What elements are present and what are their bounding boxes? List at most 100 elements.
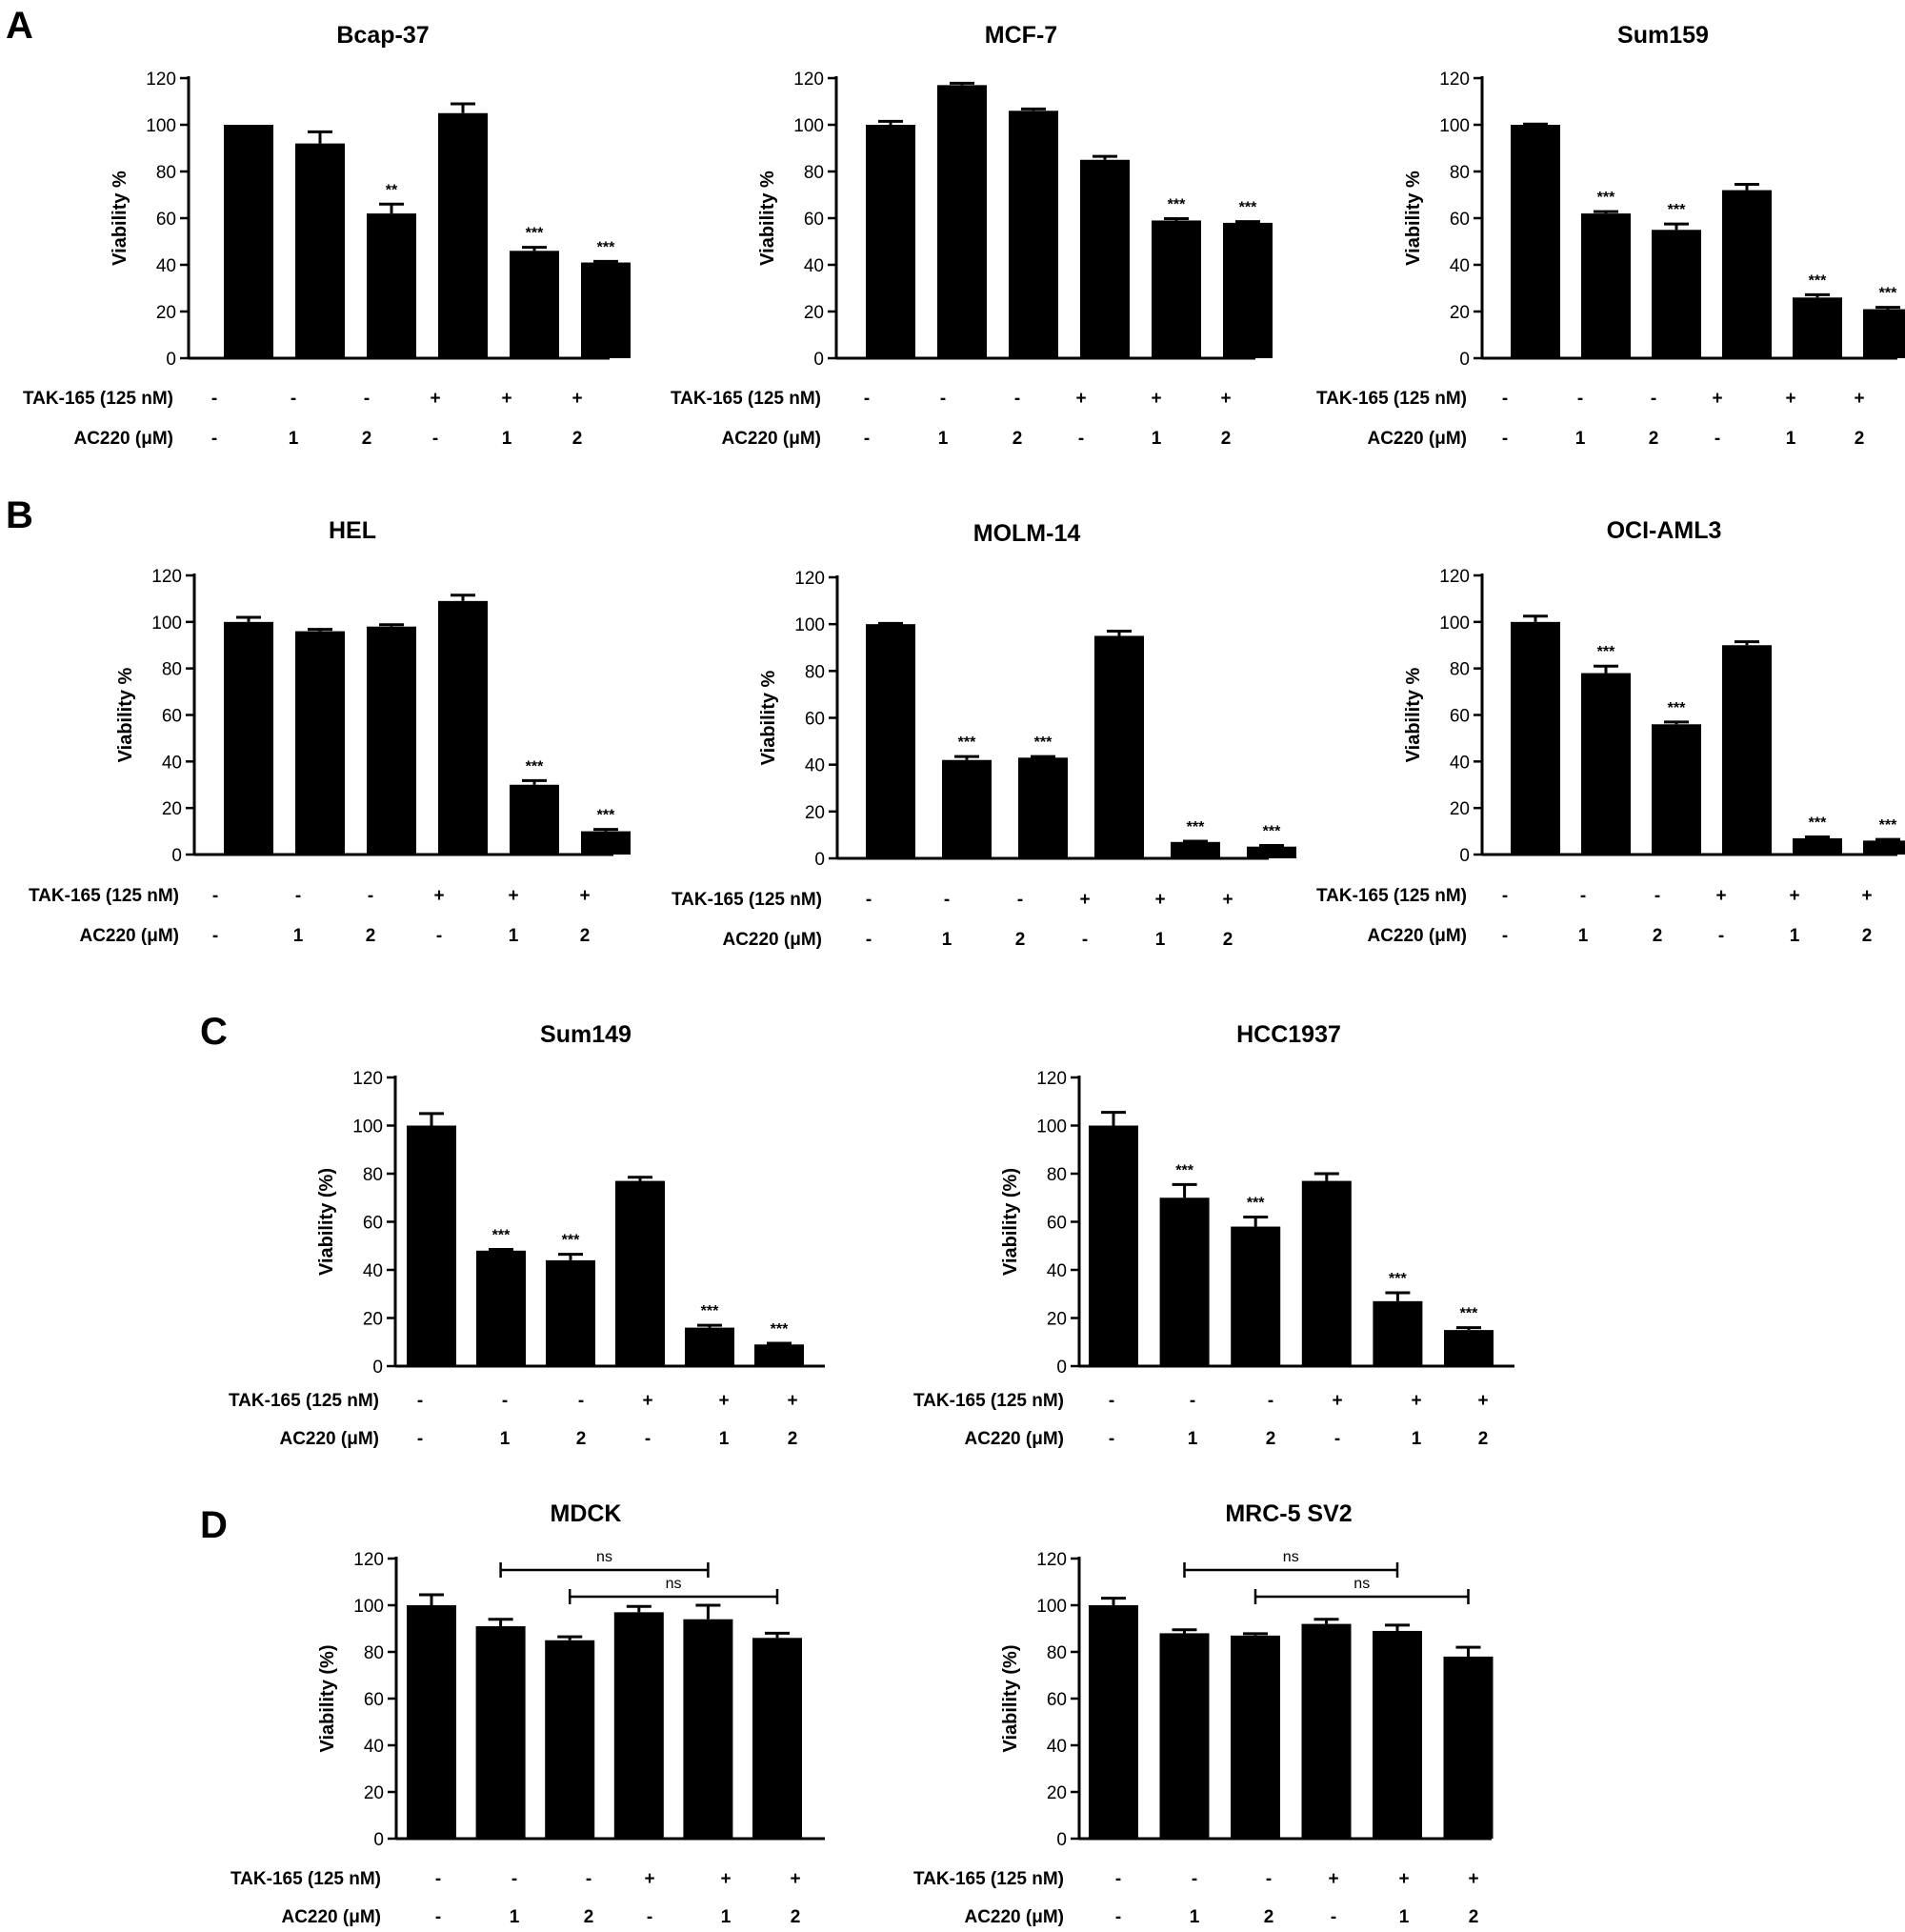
bar [407,1605,456,1839]
bar [1722,190,1772,358]
bar [1152,220,1201,358]
bar [1301,1623,1352,1839]
y-tick-label: 60 [805,710,825,730]
y-axis-label: Viability (%) [1000,1645,1021,1753]
tak165-row-label: TAK-165 (125 nM) [913,1391,1064,1411]
ac220-row-label: AC220 (μM) [281,1907,381,1927]
significance-label: *** [1168,196,1186,212]
chart-3: Sum159 0 20 40 60 80 100 120 Viability % *** *** **… [1316,22,1905,449]
significance-label: *** [1247,1195,1265,1211]
ac220-value: - [647,1907,652,1927]
tak165-value: + [790,1869,800,1889]
y-tick-label: 20 [364,1783,384,1803]
y-tick-label: 20 [1047,1310,1067,1330]
y-tick-label: 20 [162,799,182,819]
tak165-value: - [1502,389,1508,409]
y-axis-label: Viability % [1403,171,1424,266]
tak165-value: + [508,886,518,906]
ac220-value: - [1331,1907,1336,1927]
chart-title: Sum159 [1617,22,1709,49]
y-tick-label: 60 [363,1214,383,1234]
ac220-value: 2 [1649,429,1659,449]
ac220-value: 1 [1155,930,1166,950]
bar [942,759,992,858]
y-tick-label: 60 [162,707,182,727]
chart-2: MCF-7 0 20 40 60 80 100 120 Viability % *** *** TAK… [671,22,1273,449]
ac220-value: 2 [576,1429,587,1449]
y-axis-label: Viability % [110,171,130,266]
bar [1247,846,1296,858]
ac220-value: 1 [721,1907,732,1927]
comparison-label: ns [1283,1549,1299,1565]
ac220-value: 2 [572,429,583,449]
tak165-row-label: TAK-165 (125 nM) [231,1869,381,1889]
significance-label: *** [1879,286,1897,302]
significance-label: *** [1460,1306,1478,1322]
ac220-row-label: AC220 (μM) [73,429,173,449]
tak165-value: + [1861,886,1872,906]
bar [546,1259,595,1366]
chart-title: MCF-7 [985,22,1057,49]
ac220-value: 2 [1013,429,1023,449]
ac220-row-label: AC220 (μM) [1367,926,1467,946]
bar [367,626,416,855]
tak165-value: + [1332,1391,1342,1411]
tak165-value: - [1014,389,1020,409]
y-tick-label: 20 [805,803,825,823]
tak165-value: - [1266,1869,1272,1889]
ac220-value: - [212,926,218,946]
ac220-value: 1 [293,926,304,946]
bar [752,1638,802,1839]
y-axis-label: Viability % [757,171,778,266]
ac220-value: 1 [1578,926,1589,946]
chart-6: OCI-AML3 0 20 40 60 80 100 120 Viability % *** ***… [1316,517,1905,946]
y-tick-label: 60 [156,210,176,230]
bar [581,262,631,358]
y-axis-label: Viability (%) [317,1645,338,1753]
y-tick-label: 80 [364,1643,384,1663]
ac220-value: 2 [580,926,591,946]
ac220-value: 1 [500,1429,511,1449]
ac220-value: - [436,926,442,946]
bar [1080,159,1130,358]
bar [615,1180,665,1366]
tak165-value: + [1220,389,1231,409]
tak165-value: + [1785,389,1795,409]
comparison-label: ns [666,1576,682,1592]
ac220-value: 2 [584,1907,594,1927]
tak165-value: - [1268,1391,1273,1411]
bar [1231,1226,1281,1366]
bar [1159,1197,1210,1366]
tak165-value: + [572,389,582,409]
bar [685,1327,734,1366]
tak165-value: + [1411,1391,1421,1411]
ac220-value: - [1502,429,1508,449]
bar [1301,1180,1352,1366]
tak165-value: + [1854,389,1864,409]
y-tick-label: 100 [1036,1117,1067,1137]
ac220-value: 2 [791,1907,801,1927]
tak165-value: - [944,890,950,910]
chart-title: OCI-AML3 [1607,517,1722,544]
ac220-value: 1 [509,926,519,946]
bar [224,621,273,855]
bar [545,1640,595,1839]
bar [1231,1635,1280,1839]
tak165-value: - [1651,389,1656,409]
y-tick-label: 40 [1047,1261,1067,1281]
y-tick-label: 0 [166,350,176,370]
y-tick-label: 100 [1439,116,1470,136]
chart-8: HCC1937 0 20 40 60 80 100 120 Viability (%) *** **… [913,1021,1514,1449]
y-tick-label: 60 [1450,707,1470,727]
bar [1009,111,1058,359]
bar [510,784,559,855]
panel-label-d: D [200,1504,228,1546]
ac220-value: - [211,429,217,449]
tak165-value: - [364,389,370,409]
y-tick-label: 120 [1439,567,1470,587]
ac220-value: - [645,1429,651,1449]
y-tick-label: 40 [805,756,825,776]
significance-label: *** [1597,644,1615,660]
y-tick-label: 40 [364,1737,384,1757]
y-tick-label: 120 [353,1550,384,1570]
